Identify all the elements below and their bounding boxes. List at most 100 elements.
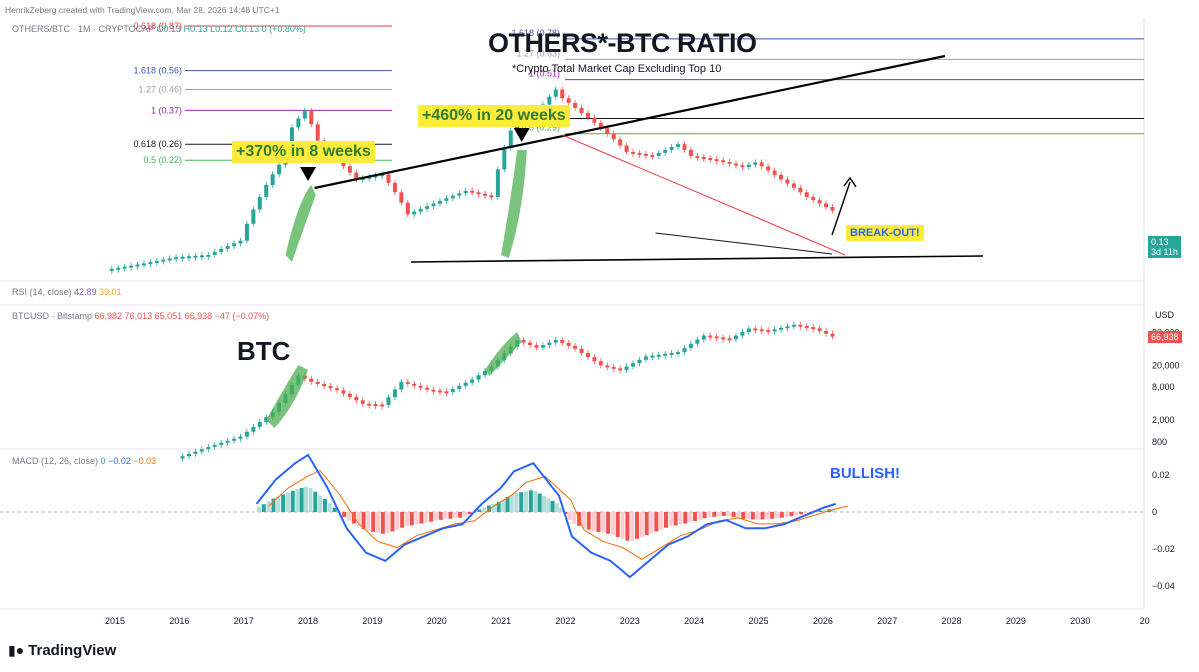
others-candle [412, 211, 417, 215]
others-candle [341, 160, 346, 167]
upper-trendline [314, 54, 946, 190]
macd-line-value: −0.02 [108, 456, 131, 466]
x-axis-tick: 2022 [555, 616, 575, 626]
others-candle [199, 255, 204, 258]
macd-histogram-bar [453, 512, 458, 519]
btc-candle [457, 385, 462, 389]
btc-candle [232, 438, 237, 441]
macd-histogram-bar [726, 512, 731, 517]
others-candle [154, 260, 159, 263]
macd-histogram-bar [477, 509, 482, 512]
macd-histogram-bar [731, 512, 736, 518]
macd-histogram-bar [290, 490, 295, 512]
btc-candle [405, 381, 410, 384]
macd-histogram-bar [591, 512, 596, 531]
macd-histogram-bar [803, 512, 808, 514]
breakout-arrow-icon [843, 176, 857, 188]
btc-candle [418, 385, 423, 388]
macd-histogram-bar [385, 512, 390, 534]
btc-candle [412, 383, 417, 386]
macd-histogram-bar [542, 495, 546, 512]
others-candle [592, 117, 597, 123]
macd-histogram-bar [789, 512, 794, 517]
macd-histogram-bar [482, 507, 487, 512]
btc-candle [669, 352, 674, 355]
macd-histogram-bar [760, 512, 765, 520]
macd-histogram-bar [361, 512, 366, 530]
btc-current-price: 66,938 [1151, 332, 1179, 342]
btc-candle [663, 353, 668, 356]
fib-label: 1.27 (0.46) [138, 85, 182, 95]
others-candle [573, 102, 578, 108]
others-ohlc: O0.13 H0.13 L0.12 C0.13 0 (+0.80%) [156, 24, 306, 34]
others-candle [547, 96, 552, 105]
macd-histogram-bar [644, 512, 649, 536]
btc-candle [244, 431, 249, 437]
others-candle [611, 133, 616, 140]
btc-candle [598, 361, 603, 366]
macd-legend[interactable]: MACD (12, 26, close) 0 −0.02 −0.03 [12, 456, 156, 466]
macd-histogram-bar [409, 512, 414, 526]
btc-label: BTC [237, 336, 291, 366]
macd-histogram-bar [717, 512, 722, 517]
others-candle [386, 174, 391, 183]
footer-brand: ▮● TradingView [8, 642, 116, 659]
macd-histogram-bar [356, 512, 361, 527]
macd-histogram-bar [765, 512, 770, 520]
btc-candle [766, 330, 771, 333]
macd-histogram-bar [261, 504, 266, 512]
btc-candle [585, 352, 590, 358]
macd-histogram-bar [546, 498, 551, 512]
others-candle [161, 259, 166, 262]
fib-label: 0.5 (0.29) [521, 123, 560, 133]
macd-histogram-bar [697, 512, 702, 520]
others-candle [251, 209, 256, 224]
others-candle [624, 145, 629, 152]
macd-line [255, 453, 837, 579]
macd-histogram-bar [318, 495, 323, 512]
others-candle [174, 257, 179, 260]
btc-candle [682, 347, 687, 353]
macd-histogram-bar [654, 512, 659, 532]
btc-candle [219, 442, 224, 445]
macd-histogram-bar [601, 512, 606, 533]
gain-label-1: +370% in 8 weeks [232, 141, 375, 163]
btc-candle [193, 451, 198, 454]
btc-legend[interactable]: BTCUSD · Bitstamp 66,982 76,013 65,051 6… [12, 311, 269, 321]
others-legend[interactable]: OTHERS/BTC · 1M · CRYPTOCAP O0.13 H0.13 … [12, 24, 306, 34]
annotations [266, 54, 984, 428]
x-axis-tick: 2028 [942, 616, 962, 626]
macd-histogram-bar [303, 486, 308, 512]
others-candle [585, 113, 590, 118]
macd-histogram-bar [322, 499, 327, 512]
brand-text: TradingView [28, 642, 117, 659]
btc-axis-tick: 8,000 [1152, 382, 1175, 392]
others-candle [347, 166, 352, 173]
others-candle [122, 266, 127, 269]
macd-histogram-bar [514, 493, 519, 512]
rsi-label: RSI (14, close) [12, 287, 72, 297]
others-candle [193, 255, 198, 258]
btc-candle [791, 324, 796, 327]
others-candle [708, 158, 713, 161]
others-candle [431, 203, 436, 207]
rsi-legend[interactable]: RSI (14, close) 42.89 39.01 [12, 287, 122, 297]
btc-candle [322, 383, 327, 387]
btc-candle [637, 359, 642, 364]
btc-candle [656, 354, 661, 357]
macd-histogram-bar [491, 503, 496, 512]
x-axis-tick: 2018 [298, 616, 318, 626]
others-candle [309, 110, 314, 125]
support-line [411, 255, 984, 263]
others-candle [766, 166, 771, 171]
macd-histogram-bar [559, 507, 564, 512]
macd-axis-tick: −0.02 [1152, 544, 1175, 554]
macd-axis-tick: 0.02 [1152, 470, 1170, 480]
macd-histogram-bar [404, 512, 409, 527]
btc-candle [463, 382, 468, 386]
others-highlight-2018 [285, 185, 316, 262]
btc-axis-tick: 800 [1152, 437, 1167, 447]
x-axis-tick: 2024 [684, 616, 704, 626]
btc-currency: USD [1155, 310, 1175, 320]
btc-candle [444, 391, 449, 394]
